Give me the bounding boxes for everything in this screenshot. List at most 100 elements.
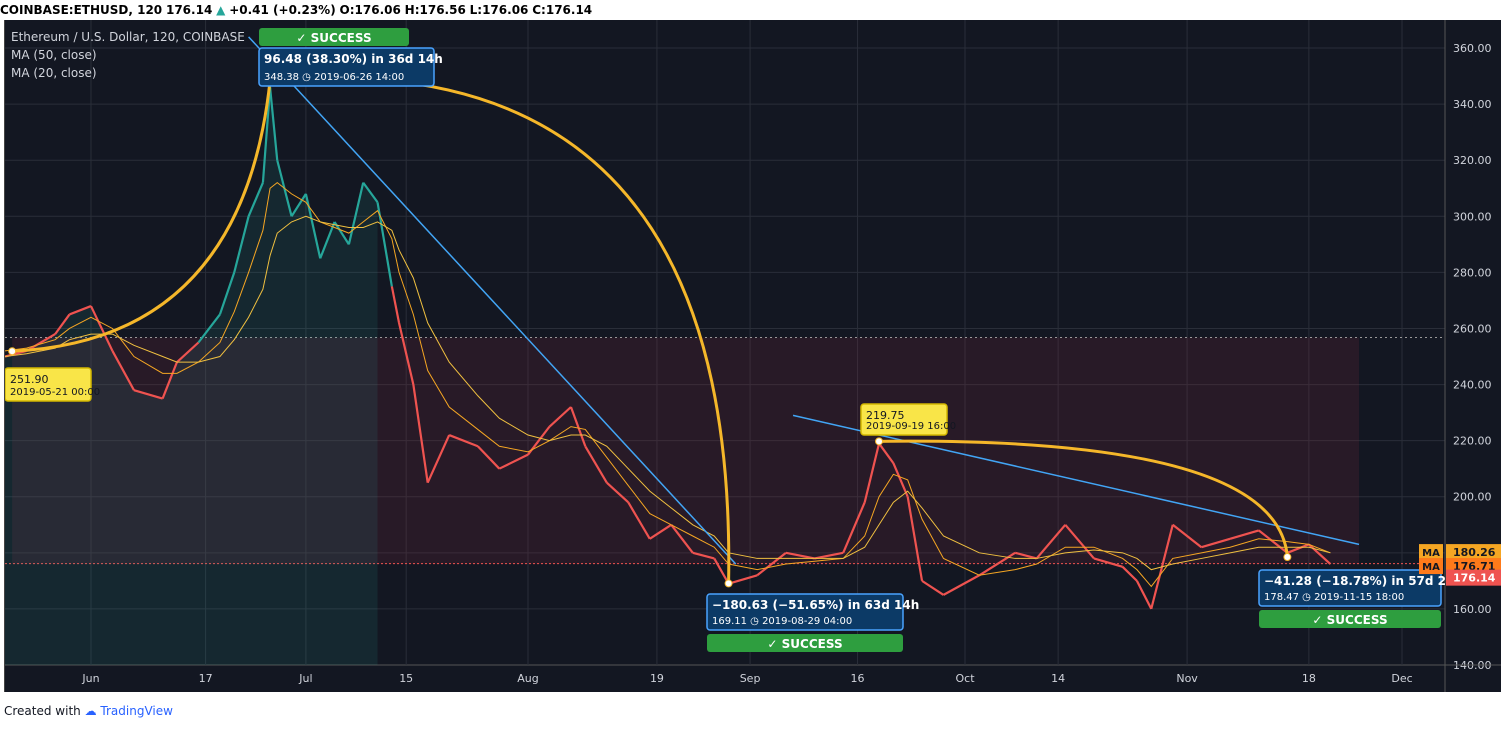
- price-segment: [892, 462, 909, 498]
- price-segment: [814, 551, 844, 560]
- price-segment: [133, 389, 163, 400]
- anchor-point: [1283, 553, 1292, 562]
- annotation-line2: 2019-05-21 00:00: [10, 387, 100, 398]
- price-tag: [1446, 544, 1501, 561]
- price-segment: [606, 481, 630, 504]
- annotation-line1: 219.75: [866, 409, 905, 422]
- price-segment: [756, 551, 787, 577]
- price-segment: [1258, 529, 1289, 554]
- area-fill: [5, 87, 378, 666]
- price-segment: [412, 384, 429, 483]
- price-change: +0.41 (+0.23%): [229, 3, 336, 17]
- x-tick-label: 17: [199, 672, 213, 685]
- symbol-name: COINBASE:ETHUSD, 120: [0, 3, 163, 17]
- anchor-point: [875, 437, 884, 446]
- annotation-line1: −41.28 (−18.78%) in 57d 2h: [1264, 574, 1455, 588]
- axis-price-label: MA 180.26: [1419, 544, 1501, 561]
- price-segment: [111, 350, 135, 391]
- annotation-line1: −180.63 (−51.65%) in 63d 14h: [712, 598, 919, 612]
- price-tag: [1446, 569, 1501, 586]
- x-tick-label: Aug: [517, 672, 538, 685]
- price-segment: [426, 434, 451, 484]
- measure-box-1: 96.48 (38.30%) in 36d 14h 348.38 ◷ 2019-0…: [258, 47, 443, 87]
- ma-tag-text: MA: [1422, 562, 1440, 573]
- price-segment: [319, 221, 336, 259]
- annotation-box: [258, 47, 435, 87]
- tradingview-logo-icon[interactable]: ☁: [84, 704, 97, 718]
- price-segment: [54, 313, 71, 335]
- price-segment: [692, 551, 715, 560]
- measure-shade: [12, 337, 1360, 565]
- annotation-line2: 348.38 ◷ 2019-06-26 14:00: [264, 72, 404, 83]
- y-tick-label: 200.00: [1453, 491, 1492, 504]
- price-segment: [713, 557, 730, 585]
- x-tick-label: 19: [650, 672, 664, 685]
- price-segment: [649, 523, 672, 540]
- success-badge-1: ✓ SUCCESS: [259, 28, 409, 46]
- price-tag-text: 176.14: [1453, 572, 1496, 585]
- annotation-line2: 178.47 ◷ 2019-11-15 18:00: [1264, 592, 1404, 603]
- price-segment: [1135, 580, 1153, 610]
- price-segment: [448, 434, 479, 448]
- price-segment: [1201, 537, 1231, 549]
- price-segment: [347, 182, 365, 245]
- y-tick-label: 160.00: [1453, 603, 1492, 616]
- trendline-1: [248, 36, 737, 565]
- open-value: O:176.06: [339, 3, 401, 17]
- price-segment: [1229, 529, 1260, 540]
- y-tick-label: 240.00: [1453, 379, 1492, 392]
- ma-tag: [1419, 558, 1443, 575]
- price-segment: [218, 272, 236, 315]
- y-tick-label: 260.00: [1453, 322, 1492, 335]
- y-tick-label: 300.00: [1453, 210, 1492, 223]
- low-value: L:176.06: [469, 3, 529, 17]
- legend-title: Ethereum / U.S. Dollar, 120, COINBASE: [11, 30, 245, 44]
- arc-fall-2: [879, 439, 1289, 558]
- price-segment: [477, 445, 501, 470]
- ma-tag-text: MA: [1422, 548, 1440, 559]
- success-text: ✓ SUCCESS: [1312, 613, 1387, 627]
- price-segment: [785, 551, 815, 560]
- annotation-box: [860, 403, 948, 436]
- price-segment: [1286, 543, 1310, 554]
- anchor-point: [724, 579, 733, 588]
- price-segment: [1035, 524, 1067, 560]
- price-segment: [261, 87, 272, 183]
- annotation-line2: 2019-09-19 16:00: [866, 421, 956, 432]
- chart-canvas[interactable]: 360.00 340.00 320.00 300.00 280.00 260.00 240.…: [4, 20, 1501, 692]
- price-segment: [290, 193, 307, 217]
- x-tick-label: Dec: [1391, 672, 1412, 685]
- price-segment: [627, 501, 651, 540]
- symbol-header: COINBASE:ETHUSD, 120 176.14 ▲ +0.41 (+0.…: [0, 0, 1505, 20]
- price-segment: [548, 406, 572, 428]
- price-segment: [863, 443, 881, 503]
- price-segment: [1121, 566, 1138, 582]
- x-tick-label: Jun: [81, 672, 99, 685]
- price-segment: [161, 361, 178, 399]
- axis-price-label: 176.14: [1446, 569, 1501, 586]
- annotation-line2: 169.11 ◷ 2019-08-29 04:00: [712, 616, 852, 627]
- price-segment: [1064, 524, 1095, 560]
- x-tick-label: 18: [1302, 672, 1316, 685]
- success-badge: [1259, 610, 1441, 628]
- footer-brand[interactable]: TradingView: [100, 704, 173, 718]
- price-segment: [942, 574, 980, 596]
- last-price: 176.14: [165, 3, 213, 17]
- price-chart[interactable]: 360.00 340.00 320.00 300.00 280.00 260.00 240.…: [4, 20, 1501, 692]
- arc-rise: [12, 80, 272, 353]
- x-tick-label: 14: [1051, 672, 1065, 685]
- price-segment: [498, 453, 529, 470]
- x-tick-label: 15: [399, 672, 413, 685]
- legend-ma20: MA (20, close): [11, 66, 97, 80]
- x-tick-label: Oct: [955, 672, 975, 685]
- success-text: ✓ SUCCESS: [767, 637, 842, 651]
- price-segment: [1093, 557, 1123, 568]
- ma50-line: [4, 215, 1331, 571]
- y-tick-label: 320.00: [1453, 154, 1492, 167]
- y-tick-label: 220.00: [1453, 435, 1492, 448]
- trendline-2: [792, 414, 1360, 546]
- price-segment: [390, 286, 401, 324]
- success-badge-3: ✓ SUCCESS: [1259, 610, 1441, 628]
